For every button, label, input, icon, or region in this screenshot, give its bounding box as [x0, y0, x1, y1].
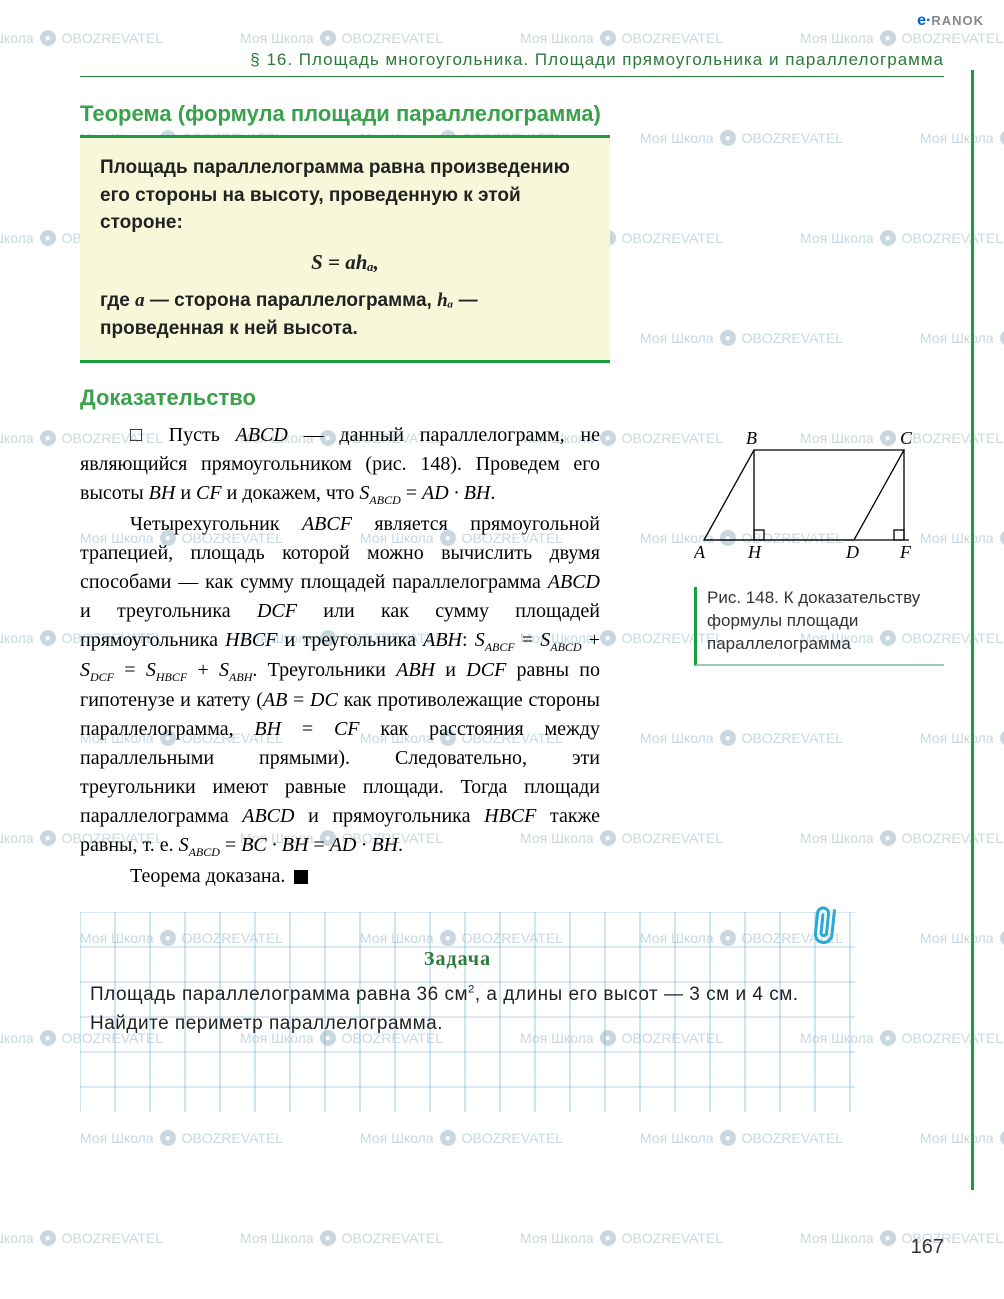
proof-para-2: Четырехугольник ABCF является прямоуголь…	[80, 510, 600, 862]
publisher-logo: e·RANOK	[917, 12, 984, 30]
qed-icon	[294, 870, 308, 884]
header-rule	[80, 76, 944, 77]
section-header: § 16. Площадь многоугольника. Площади пр…	[80, 50, 944, 70]
proof-para-1: □ Пусть ABCD — данный параллелограмм, не…	[80, 421, 600, 509]
theorem-where: где a — сторона параллелограмма, hₐ — пр…	[100, 287, 590, 342]
proof-para-3: Теорема доказана.	[80, 862, 600, 891]
theorem-box: Площадь параллелограмма равна произведен…	[80, 135, 610, 363]
paperclip-icon	[804, 902, 843, 959]
page-number: 167	[911, 1236, 944, 1259]
theorem-statement: Площадь параллелограмма равна произведен…	[100, 154, 590, 237]
theorem-title: Теорема (формула площади параллелограмма…	[80, 101, 944, 127]
proof-title: Доказательство	[80, 385, 944, 411]
task-text: Площадь параллелограмма равна 36 см2, а …	[90, 981, 825, 1038]
proof-body: □ Пусть ABCD — данный параллелограмм, не…	[80, 421, 600, 891]
task-block: Задача Площадь параллелограмма равна 36 …	[80, 912, 855, 1112]
task-title: Задача	[90, 948, 825, 971]
theorem-formula: S = ahₐ,	[100, 247, 590, 277]
